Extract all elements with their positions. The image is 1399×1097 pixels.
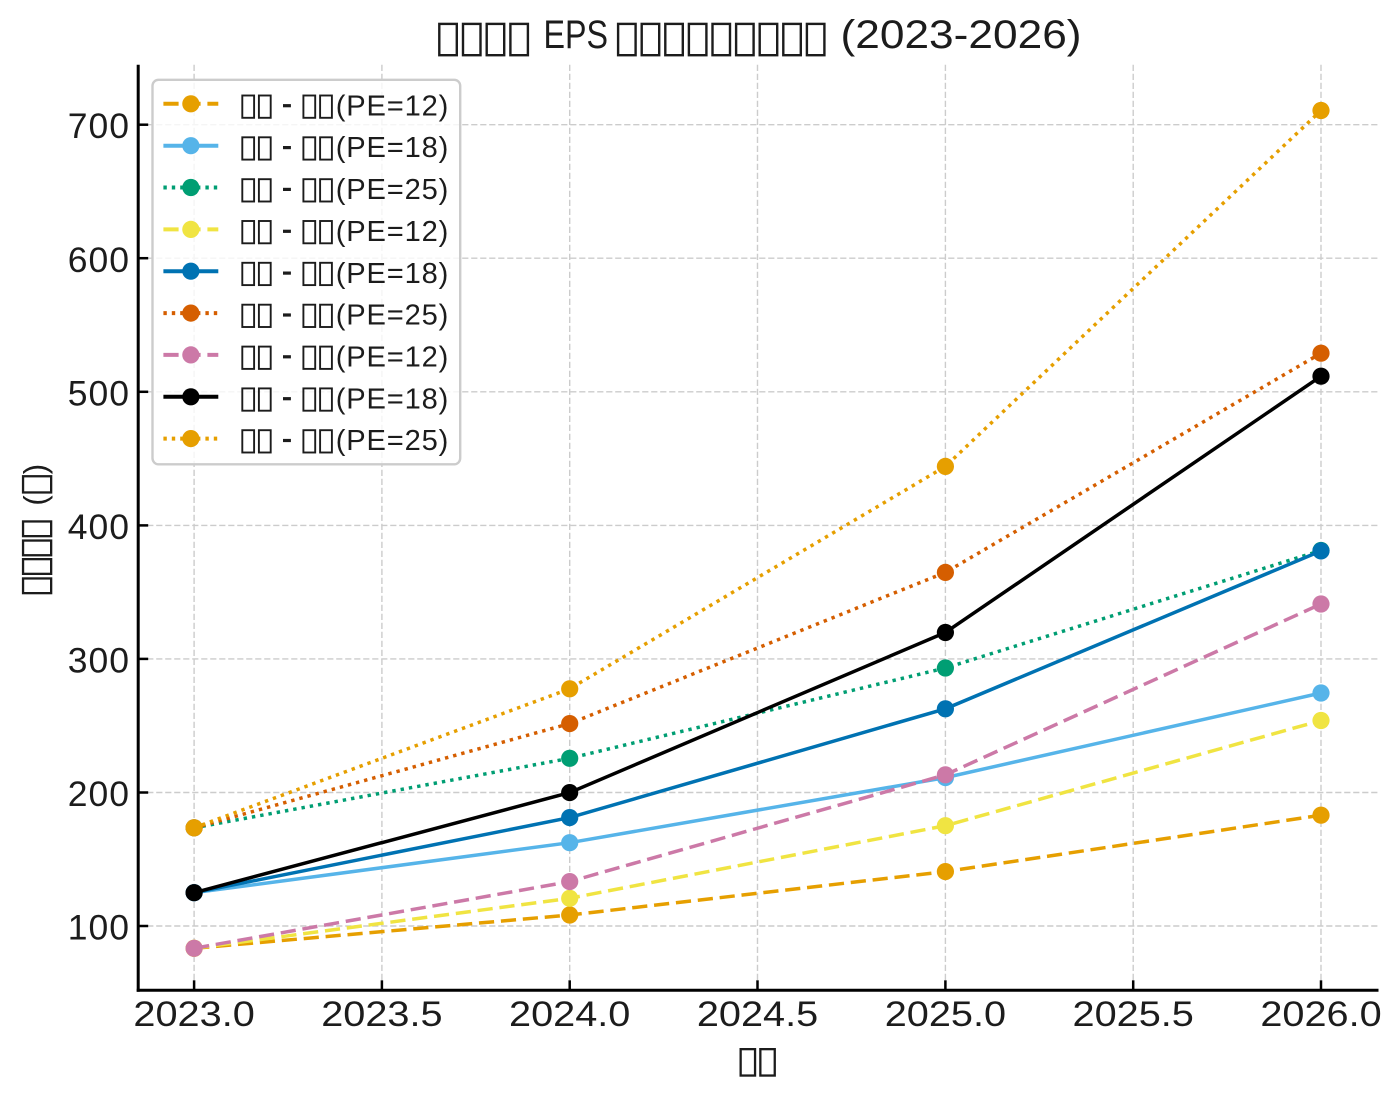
svg-text:400: 400 bbox=[68, 507, 130, 547]
svg-text:2023.0: 2023.0 bbox=[133, 994, 254, 1034]
svg-text:(PE=25): (PE=25) bbox=[336, 174, 450, 206]
svg-text:2026.0: 2026.0 bbox=[1260, 994, 1381, 1034]
svg-text:2023.5: 2023.5 bbox=[321, 994, 442, 1034]
svg-text:300: 300 bbox=[68, 640, 130, 680]
svg-text:100: 100 bbox=[68, 908, 130, 948]
svg-text:500: 500 bbox=[68, 373, 130, 413]
svg-text:2025.5: 2025.5 bbox=[1073, 994, 1194, 1034]
svg-text:(PE=18): (PE=18) bbox=[336, 258, 450, 290]
svg-text:): ) bbox=[17, 464, 53, 475]
svg-text:(: ( bbox=[17, 495, 53, 506]
svg-text:(PE=18): (PE=18) bbox=[336, 132, 450, 164]
svg-text:700: 700 bbox=[68, 106, 130, 146]
svg-text:(PE=18): (PE=18) bbox=[336, 383, 450, 415]
svg-text:(PE=12): (PE=12) bbox=[336, 90, 450, 122]
svg-text:2024.0: 2024.0 bbox=[509, 994, 630, 1034]
svg-text:(PE=12): (PE=12) bbox=[336, 216, 450, 248]
svg-text:(2023-2026): (2023-2026) bbox=[841, 12, 1082, 57]
svg-text:(PE=12): (PE=12) bbox=[336, 342, 450, 374]
svg-text:(PE=25): (PE=25) bbox=[336, 425, 450, 457]
svg-text:200: 200 bbox=[68, 774, 130, 814]
svg-text:2025.0: 2025.0 bbox=[885, 994, 1006, 1034]
svg-text:600: 600 bbox=[68, 240, 130, 280]
svg-text:EPS: EPS bbox=[544, 12, 609, 57]
svg-text:2024.5: 2024.5 bbox=[697, 994, 818, 1034]
svg-text:(PE=25): (PE=25) bbox=[336, 300, 450, 332]
